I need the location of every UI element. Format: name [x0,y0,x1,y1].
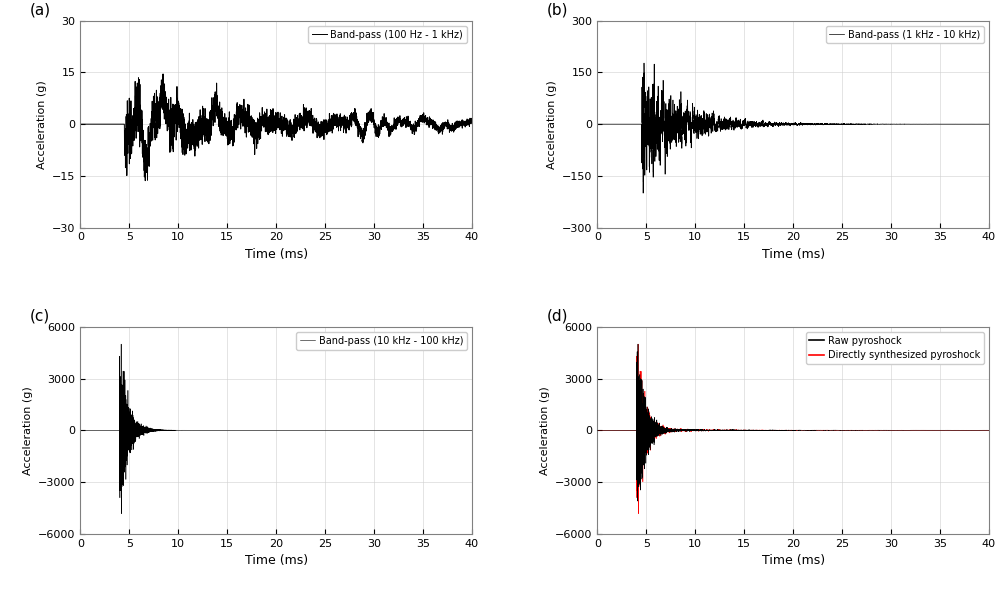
Text: (c): (c) [29,309,49,324]
Y-axis label: Acceleration (g): Acceleration (g) [539,386,549,474]
X-axis label: Time (ms): Time (ms) [245,554,307,567]
Legend: Band-pass (1 kHz - 10 kHz): Band-pass (1 kHz - 10 kHz) [824,25,983,43]
Y-axis label: Acceleration (g): Acceleration (g) [546,80,556,168]
Legend: Band-pass (10 kHz - 100 kHz): Band-pass (10 kHz - 100 kHz) [296,331,466,349]
Text: (d): (d) [546,309,568,324]
Legend: Raw pyroshock, Directly synthesized pyroshock: Raw pyroshock, Directly synthesized pyro… [804,331,983,364]
Text: (a): (a) [29,2,50,18]
X-axis label: Time (ms): Time (ms) [245,248,307,261]
X-axis label: Time (ms): Time (ms) [761,554,823,567]
Y-axis label: Acceleration (g): Acceleration (g) [22,386,32,474]
Text: (b): (b) [546,2,568,18]
Legend: Band-pass (100 Hz - 1 kHz): Band-pass (100 Hz - 1 kHz) [308,25,466,43]
X-axis label: Time (ms): Time (ms) [761,248,823,261]
Y-axis label: Acceleration (g): Acceleration (g) [36,80,46,168]
